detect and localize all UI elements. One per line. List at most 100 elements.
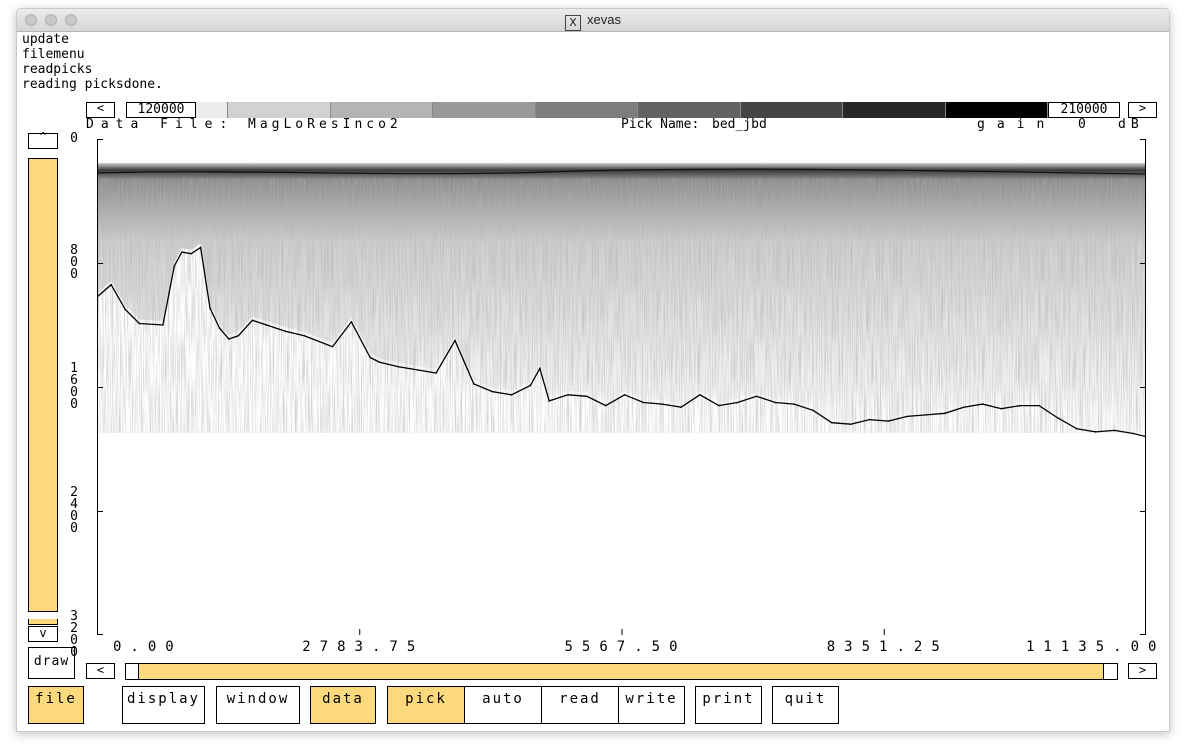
bed-pick-point	[868, 418, 871, 421]
hscroll-left-button[interactable]: <	[86, 663, 115, 679]
display-button[interactable]: display	[122, 686, 205, 724]
pick-button[interactable]: pick	[387, 686, 465, 724]
x-axis-label: 5567.50	[564, 639, 687, 655]
bed-pick-point	[1019, 404, 1021, 407]
message-log: update filemenu readpicks reading picksdone…	[22, 32, 163, 92]
bed-pick-point	[162, 324, 164, 326]
x-axis-label: 8351.25	[826, 639, 949, 655]
bed-pick-point	[110, 283, 112, 286]
colorbar-left-arrow-button[interactable]: <	[86, 102, 115, 118]
bed-pick-point	[981, 403, 984, 405]
bed-pick-point	[173, 265, 176, 267]
y-axis-label: 0	[70, 131, 78, 146]
close-window-button[interactable]	[25, 14, 37, 26]
bed-pick-point	[567, 394, 569, 396]
surface-return-band	[97, 163, 1146, 179]
radar-echo-texture	[97, 177, 1146, 433]
colorbar-swatch	[535, 102, 639, 118]
minimize-window-button[interactable]	[45, 14, 57, 26]
read-button[interactable]: read	[541, 686, 619, 724]
bed-pick-point	[718, 404, 720, 407]
horizontal-scrollbar-thumb[interactable]	[138, 664, 1104, 679]
bed-pick-point	[906, 415, 908, 418]
data-file-label: Data File:	[86, 117, 235, 132]
bed-pick-point	[1038, 404, 1040, 407]
bed-pick-point	[699, 394, 701, 396]
bed-pick-point	[473, 383, 475, 385]
bed-pick-point	[1094, 431, 1097, 433]
draw-button[interactable]: draw	[28, 647, 75, 679]
colorbar-min-label: 120000	[126, 102, 196, 118]
print-button[interactable]: print	[695, 686, 762, 724]
bed-pick-point	[736, 401, 739, 404]
bed-pick-point	[887, 420, 890, 422]
log-line: reading picksdone.	[22, 77, 163, 92]
bed-pick-point	[237, 335, 240, 337]
colorbar-max-label: 210000	[1048, 102, 1120, 118]
vscroll-trough-bottom	[28, 611, 58, 619]
vscroll-down-button[interactable]: v	[28, 626, 58, 642]
bed-pick-point	[539, 367, 541, 370]
bed-pick-point	[962, 406, 965, 409]
bed-pick-point	[199, 246, 202, 249]
bed-pick-point	[793, 403, 795, 405]
bed-pick-point	[1132, 432, 1135, 435]
hscroll-right-button[interactable]: >	[1128, 663, 1157, 679]
log-line: update	[22, 32, 69, 47]
bed-pick-point	[369, 356, 372, 359]
bed-pick-point	[755, 395, 758, 398]
auto-button[interactable]: auto	[464, 686, 542, 724]
vertical-scrollbar-thumb[interactable]	[28, 153, 58, 625]
vscroll-up-button[interactable]: ^	[28, 131, 58, 149]
colorbar-swatch	[638, 102, 741, 118]
colorbar-swatch	[228, 102, 331, 118]
bed-pick-point	[181, 251, 183, 253]
surface-line	[97, 168, 1146, 175]
colorbar-right-arrow-button[interactable]: >	[1128, 102, 1157, 118]
colorbar-swatch	[740, 102, 844, 118]
bed-pick-point	[680, 406, 682, 409]
window-title-text: xevas	[587, 12, 621, 27]
radar-image	[97, 163, 1146, 433]
bed-pick-point	[138, 322, 141, 325]
bed-pick-point	[1057, 417, 1059, 419]
gain-unit: dB	[1118, 117, 1144, 132]
bed-pick-point	[1000, 407, 1003, 410]
bed-pick-point	[378, 361, 381, 363]
file-button[interactable]: file	[28, 686, 84, 724]
window-button[interactable]: window	[216, 686, 300, 724]
pick-name-value: bed_jbd	[712, 117, 767, 132]
bed-pick-point	[124, 308, 127, 311]
bed-pick-point	[812, 409, 814, 412]
log-line: filemenu	[22, 47, 85, 62]
bed-pick-point	[1076, 428, 1078, 430]
bed-pick-point	[529, 384, 532, 387]
vscroll-trough-top	[28, 153, 58, 159]
x-axis-label: 0.00	[113, 639, 183, 655]
bed-pick-point	[944, 412, 946, 415]
bed-pick-point	[303, 335, 306, 337]
bed-pick-point	[831, 421, 833, 424]
bed-pick-point	[642, 401, 645, 404]
radargram-plot[interactable]	[97, 139, 1146, 635]
bed-pick-point	[190, 252, 192, 255]
bed-pick-point	[265, 324, 268, 326]
pick-series	[97, 246, 1146, 438]
write-button[interactable]: write	[618, 686, 685, 724]
quit-button[interactable]: quit	[772, 686, 839, 724]
data-button[interactable]: data	[310, 686, 376, 724]
bed-pick-point	[1113, 429, 1116, 432]
zoom-window-button[interactable]	[65, 14, 77, 26]
bed-pick-point	[774, 401, 777, 404]
bed-pick-point	[218, 327, 221, 329]
bed-pick-point	[925, 414, 927, 416]
bed-pick-point	[586, 395, 588, 398]
gain-label: gain	[977, 117, 1057, 132]
bed-pick-point	[251, 319, 254, 322]
bed-pick-point	[228, 338, 230, 340]
